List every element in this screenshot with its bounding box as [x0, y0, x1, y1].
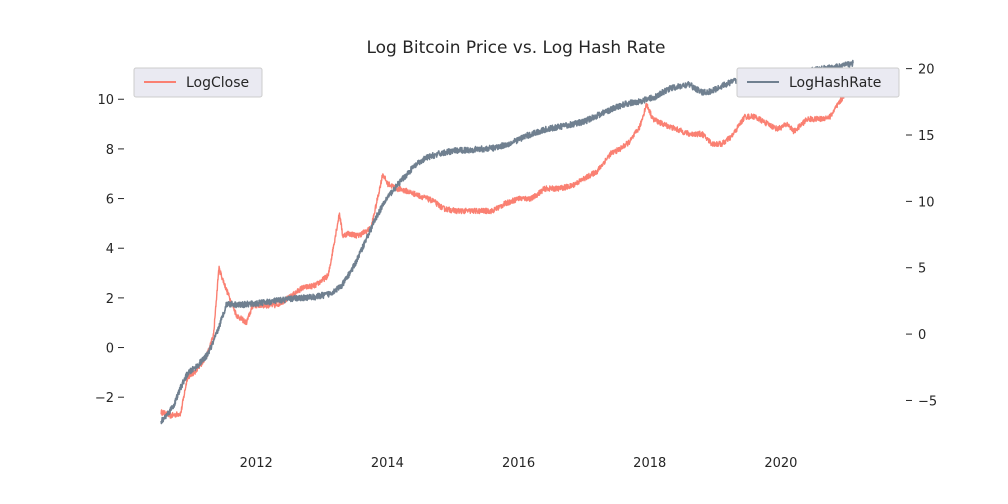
y-left-tick-label: 4	[106, 242, 114, 257]
y-right-tick-label: 5	[918, 262, 926, 277]
y-left-tick-label: 10	[97, 93, 114, 108]
legend-loghashrate-label: LogHashRate	[789, 75, 881, 91]
y-left-tick-label: 2	[106, 292, 114, 307]
y-right-tick-label: 20	[918, 63, 935, 78]
legend-logclose-label: LogClose	[186, 75, 249, 91]
y-right-tick-label: 0	[918, 328, 926, 343]
y-right-tick-label: −5	[918, 394, 937, 409]
y-right-tick-label: 10	[918, 195, 935, 210]
series-line-logclose	[160, 82, 854, 419]
x-tick-label: 2016	[502, 456, 535, 471]
y-left-tick-label: 8	[106, 143, 114, 158]
axis-layer: −2 0 2 4 6 8 10 −5 0 5 10 15 20 2012 2014 2016 2018 2020	[95, 63, 937, 471]
series-layer	[160, 59, 854, 425]
legend-loghashrate: LogHashRate	[736, 67, 900, 98]
y-left-tick-label: −2	[95, 391, 114, 406]
x-tick-label: 2014	[371, 456, 404, 471]
y-left-tick-label: 0	[106, 342, 114, 357]
legend-loghashrate-box	[736, 67, 900, 98]
legend-logclose-box	[133, 67, 263, 98]
y-left-tick-label: 6	[106, 193, 114, 208]
x-tick-label: 2020	[764, 456, 797, 471]
legend-logclose: LogClose	[133, 67, 263, 98]
x-tick-label: 2012	[240, 456, 273, 471]
x-tick-label: 2018	[633, 456, 666, 471]
chart-title: Log Bitcoin Price vs. Log Hash Rate	[366, 38, 665, 58]
y-right-tick-label: 15	[918, 129, 935, 144]
